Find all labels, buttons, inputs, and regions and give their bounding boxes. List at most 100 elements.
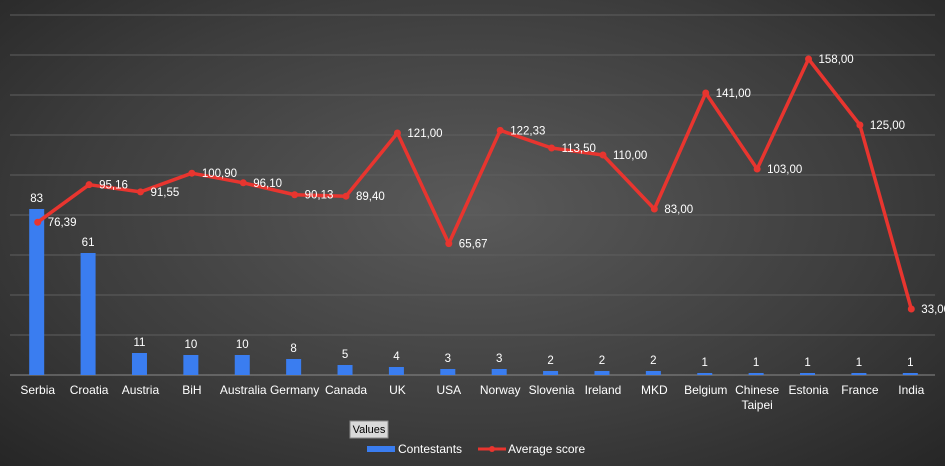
line-point (342, 192, 350, 200)
x-tick-label: BiH (182, 383, 201, 397)
line-data-label: 65,67 (459, 239, 488, 251)
line-data-label: 125,00 (870, 120, 905, 132)
contestants-bars (29, 209, 918, 375)
line-point (34, 218, 42, 226)
legend-item-average-score: Average score (478, 442, 585, 456)
x-tick-label: UK (389, 383, 406, 397)
legend-item-contestants: Contestants (367, 442, 462, 456)
bar-contestants (491, 369, 507, 375)
bar-contestants (234, 355, 250, 375)
bar-data-label: 10 (184, 339, 197, 351)
line-data-label: 141,00 (716, 88, 751, 100)
bar-data-label: 83 (30, 193, 43, 205)
line-data-label: 100,90 (202, 168, 237, 180)
line-data-label: 89,40 (356, 191, 385, 203)
bar-data-label: 8 (290, 343, 296, 355)
line-data-label: 83,00 (664, 204, 693, 216)
bar-contestants (286, 359, 302, 375)
line-point (85, 181, 93, 189)
bar-data-label: 1 (907, 357, 913, 369)
line-data-label: 113,50 (562, 143, 596, 155)
line-data-label: 122,33 (510, 125, 545, 137)
line-point (650, 205, 658, 213)
bar-contestants (851, 373, 867, 375)
bar-contestants (131, 353, 147, 375)
line-data-label: 96,10 (253, 178, 282, 190)
bar-data-label: 61 (82, 237, 95, 249)
x-tick-label: Australia (220, 383, 267, 397)
line-data-label: 103,00 (767, 164, 802, 176)
gridlines (10, 14, 935, 376)
line-point (702, 89, 710, 97)
line-point (548, 144, 556, 152)
bar-contestants (80, 253, 96, 375)
bar-data-label: 1 (804, 357, 810, 369)
line-point (805, 55, 813, 63)
bar-data-label: 2 (650, 355, 656, 367)
line-point (753, 165, 761, 173)
bar-data-label: 1 (856, 357, 862, 369)
bar-data-label: 11 (133, 337, 145, 349)
x-tick-label: Norway (480, 383, 521, 397)
legend-swatch-contestants (367, 446, 395, 452)
bar-contestants (902, 373, 918, 375)
line-point (599, 151, 607, 159)
line-point (496, 126, 504, 134)
x-axis-tick-labels: Serbia Croatia Austria BiH Australia Germany C… (20, 383, 924, 412)
line-data-label: 110,00 (613, 150, 647, 162)
bar-contestants (183, 355, 199, 375)
line-point (445, 240, 453, 248)
line-point (393, 129, 401, 137)
x-tick-label: Slovenia (529, 383, 575, 397)
bar-contestants (29, 209, 45, 375)
x-tick-label: Serbia (20, 383, 55, 397)
bar-contestants (800, 373, 816, 375)
line-point (856, 121, 864, 129)
bar-contestants (645, 371, 661, 375)
x-tick-label: MKD (641, 383, 668, 397)
legend-label-average-score: Average score (508, 442, 585, 456)
bar-contestants (697, 373, 713, 375)
values-field-button[interactable]: Values (349, 420, 389, 439)
bar-contestants (748, 373, 764, 375)
line-average-score (36, 57, 913, 310)
line-data-label: 95,16 (99, 180, 128, 192)
line-data-label: 158,00 (819, 54, 854, 66)
line-data-label: 121,00 (407, 128, 442, 140)
line-point (291, 191, 299, 199)
line-data-label: 91,55 (150, 187, 179, 199)
x-tick-label: Croatia (70, 383, 109, 397)
legend-label-contestants: Contestants (398, 442, 462, 456)
x-tick-label: Germany (270, 383, 319, 397)
bar-data-label: 2 (547, 355, 553, 367)
legend-marker-average-score (489, 446, 495, 452)
bar-data-label: 4 (393, 351, 400, 363)
bar-contestants (543, 371, 559, 375)
x-tick-label: Austria (122, 383, 160, 397)
x-tick-label: Ireland (585, 383, 622, 397)
x-tick-label: Chinese Taipei (735, 383, 779, 412)
line-point (239, 179, 247, 187)
bar-data-label: 3 (496, 353, 502, 365)
bar-contestants (594, 371, 610, 375)
x-tick-label: Estonia (789, 383, 829, 397)
legend: Contestants Average score (367, 442, 585, 456)
x-tick-label: Belgium (684, 383, 727, 397)
x-tick-label: Canada (325, 383, 367, 397)
average-score-line (34, 55, 915, 313)
x-tick-label: USA (436, 383, 461, 397)
bar-contestants (388, 367, 404, 375)
bar-data-label: 1 (702, 357, 708, 369)
bar-contestants (337, 365, 353, 375)
bar-data-label: 1 (753, 357, 759, 369)
average-score-labels: 76,39 95,16 91,55 100,90 96,10 90,13 89,40 121,… (48, 54, 945, 316)
bar-data-label: 2 (599, 355, 605, 367)
x-tick-label: France (841, 383, 879, 397)
bar-contestants (440, 369, 456, 375)
x-tick-label: India (898, 383, 924, 397)
line-data-label: 33,00 (921, 304, 945, 316)
line-data-label: 76,39 (48, 217, 77, 229)
bar-data-label: 3 (445, 353, 451, 365)
